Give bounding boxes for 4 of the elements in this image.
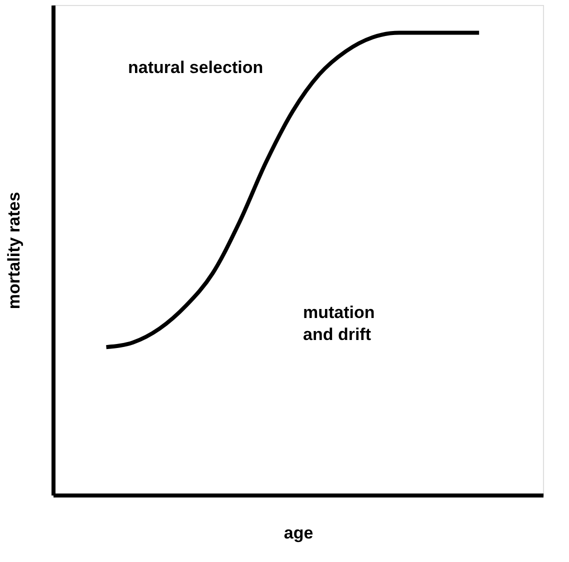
x-axis-title: age bbox=[284, 524, 314, 542]
annotation: mutation and drift bbox=[303, 303, 375, 344]
y-axis-title: mortality rates bbox=[4, 192, 24, 310]
annotation: natural selection bbox=[128, 58, 264, 77]
